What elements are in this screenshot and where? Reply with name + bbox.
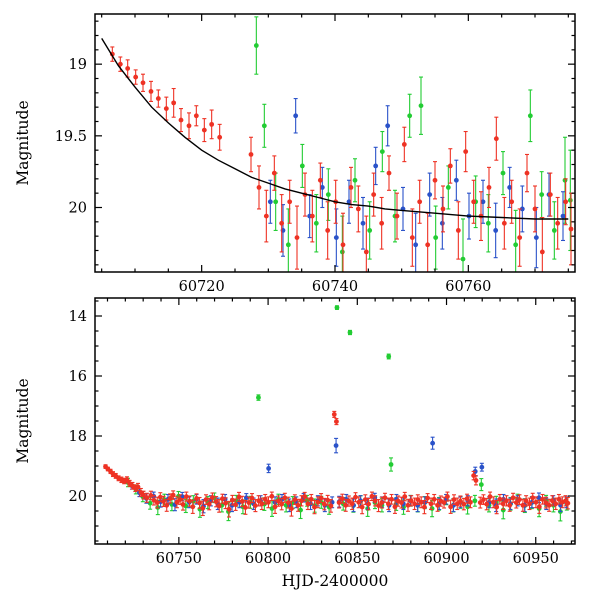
green-series [125, 305, 570, 522]
blue-series [267, 98, 566, 272]
top-panel: 60720 60740 60760 19 19.5 20 Magnitude [0, 0, 600, 292]
x-tick-label: 60740 [312, 279, 358, 292]
axis-labels: 60720 60740 60760 19 19.5 20 Magnitude [14, 57, 491, 292]
green-series [253, 16, 573, 272]
y-axis-label: Magnitude [14, 378, 32, 463]
y-tick-label: 16 [69, 369, 87, 385]
bottom-panel-chart: 60750 60800 60850 60900 60950 14 16 18 20 Magnitu… [14, 297, 576, 590]
plot-area [103, 305, 571, 522]
axis-ticks [95, 298, 575, 544]
axis-labels: 60750 60800 60850 60900 60950 14 16 18 20 Magnitu… [14, 309, 559, 590]
x-tick-label: 60760 [445, 279, 491, 292]
axis-ticks [95, 14, 575, 272]
x-tick-label: 60900 [423, 551, 469, 567]
x-tick-label: 60800 [245, 551, 291, 567]
top-panel-chart: 60720 60740 60760 19 19.5 20 Magnitude [14, 13, 576, 292]
y-tick-label: 19.5 [55, 129, 87, 145]
bottom-panel: 60750 60800 60850 60900 60950 14 16 18 20 Magnitu… [0, 292, 600, 600]
x-tick-label: 60720 [179, 279, 225, 292]
y-axis-label: Magnitude [14, 100, 32, 185]
y-tick-label: 19 [69, 57, 87, 73]
y-tick-label: 20 [69, 201, 87, 217]
y-tick-label: 20 [69, 489, 87, 505]
x-tick-label: 60850 [334, 551, 380, 567]
x-tick-label: 60750 [156, 551, 202, 567]
exponential-decline-fit [101, 38, 569, 220]
y-tick-label: 14 [69, 309, 87, 325]
x-axis-label: HJD-2400000 [282, 572, 389, 590]
plot-frame [94, 13, 576, 273]
x-tick-label: 60950 [513, 551, 559, 567]
y-tick-label: 18 [69, 429, 87, 445]
plot-area [101, 16, 574, 272]
red-series [103, 410, 571, 518]
